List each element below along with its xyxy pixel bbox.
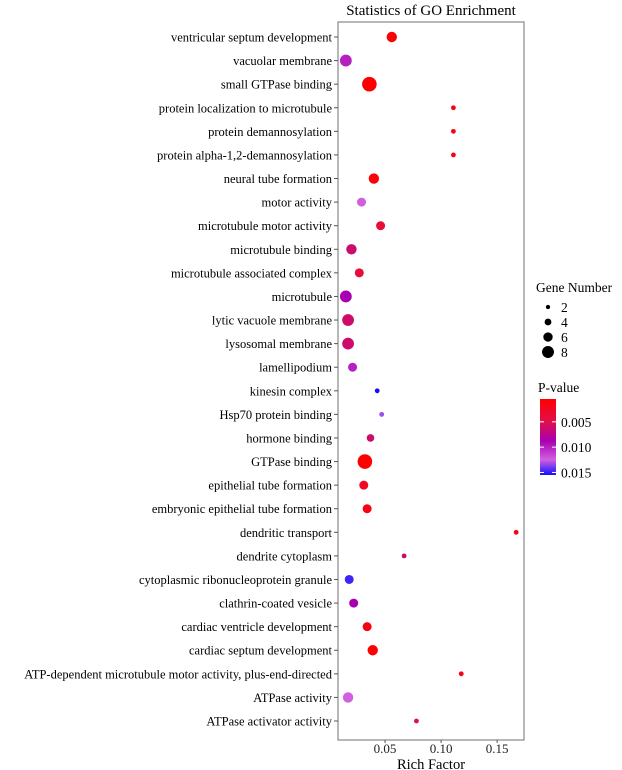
y-tick-label: epithelial tube formation — [208, 479, 332, 493]
y-tick-label: clathrin-coated vesicle — [219, 597, 332, 611]
y-tick-label: dendritic transport — [240, 526, 333, 540]
y-tick-label: ATPase activator activity — [206, 715, 332, 729]
y-tick-label: kinesin complex — [250, 384, 333, 398]
y-tick-label: lytic vacuole membrane — [212, 314, 333, 328]
y-tick-label: microtubule — [272, 290, 333, 304]
color-legend-title: P-value — [538, 380, 579, 395]
data-point — [366, 434, 375, 442]
data-point — [362, 504, 372, 514]
data-point — [344, 574, 354, 584]
data-point — [379, 411, 385, 417]
data-point — [339, 54, 352, 67]
y-tick-label: ATP-dependent microtubule motor activity… — [24, 667, 333, 681]
data-point — [451, 128, 456, 134]
data-point — [374, 388, 380, 394]
y-tick-label: cardiac septum development — [189, 644, 333, 658]
plot-panel — [337, 21, 525, 741]
color-legend-label: 0.015 — [561, 465, 592, 480]
data-point — [342, 314, 354, 326]
data-point — [357, 197, 367, 207]
y-tick-label: protein demannosylation — [208, 125, 333, 139]
y-tick-label: protein localization to microtubule — [159, 101, 333, 115]
y-tick-label: lamellipodium — [259, 361, 332, 375]
data-point — [357, 454, 373, 469]
data-point — [346, 244, 357, 255]
color-legend-label: 0.005 — [561, 415, 592, 430]
y-tick-label: ventricular septum development — [171, 31, 333, 45]
size-legend-dot — [542, 346, 554, 358]
y-tick-label: protein alpha-1,2-demannosylation — [157, 148, 333, 162]
y-tick-label: hormone binding — [246, 431, 333, 445]
data-point — [367, 645, 378, 656]
data-point — [362, 622, 372, 632]
size-legend-label: 4 — [561, 315, 568, 330]
y-tick-label: cytoplasmic ribonucleoprotein granule — [139, 573, 332, 587]
x-tick-label: 0.10 — [430, 741, 453, 756]
y-tick-label: vacuolar membrane — [233, 54, 332, 68]
size-legend-label: 6 — [561, 330, 568, 345]
size-legend-title: Gene Number — [536, 280, 613, 295]
size-legend-dot — [544, 318, 552, 326]
data-point — [513, 529, 519, 535]
data-point — [458, 671, 464, 677]
data-point — [386, 31, 397, 43]
y-tick-label: microtubule associated complex — [171, 266, 333, 280]
data-point — [348, 362, 358, 372]
color-bar — [540, 399, 556, 475]
data-point — [354, 268, 364, 278]
color-legend-label: 0.010 — [561, 440, 592, 455]
size-legend-label: 8 — [561, 345, 568, 360]
data-point — [451, 105, 456, 111]
size-legend-dot — [545, 304, 551, 310]
y-tick-label: embryonic epithelial tube formation — [152, 502, 333, 516]
y-tick-label: neural tube formation — [224, 172, 333, 186]
data-point — [342, 337, 354, 350]
data-point — [451, 152, 456, 158]
y-tick-label: microtubule binding — [230, 243, 332, 257]
data-point — [349, 598, 359, 608]
size-legend-label: 2 — [561, 300, 568, 315]
y-tick-label: Hsp70 protein binding — [220, 408, 333, 422]
y-tick-label: lysosomal membrane — [225, 337, 332, 351]
y-tick-label: ATPase activity — [253, 691, 333, 705]
x-tick-label: 0.05 — [374, 741, 397, 756]
color-legend: P-value 0.005 0.010 0.015 — [538, 380, 592, 480]
y-tick-label: motor activity — [262, 196, 333, 210]
data-point — [342, 692, 354, 703]
y-tick-label: dendrite cytoplasm — [237, 549, 333, 563]
data-point — [362, 76, 377, 92]
y-tick-label: microtubule motor activity — [198, 219, 333, 233]
size-legend-dot — [543, 332, 553, 342]
data-point — [414, 718, 419, 724]
chart-title: Statistics of GO Enrichment — [346, 3, 516, 19]
data-point — [376, 221, 386, 231]
y-tick-label: GTPase binding — [251, 455, 333, 469]
data-point — [359, 480, 369, 490]
data-point — [339, 290, 352, 303]
data-point — [401, 553, 407, 559]
y-tick-label: cardiac ventricle development — [181, 620, 332, 634]
x-axis-label: Rich Factor — [397, 757, 465, 770]
x-tick-label: 0.15 — [486, 741, 509, 756]
y-tick-label: small GTPase binding — [221, 78, 333, 92]
data-point — [368, 173, 380, 184]
